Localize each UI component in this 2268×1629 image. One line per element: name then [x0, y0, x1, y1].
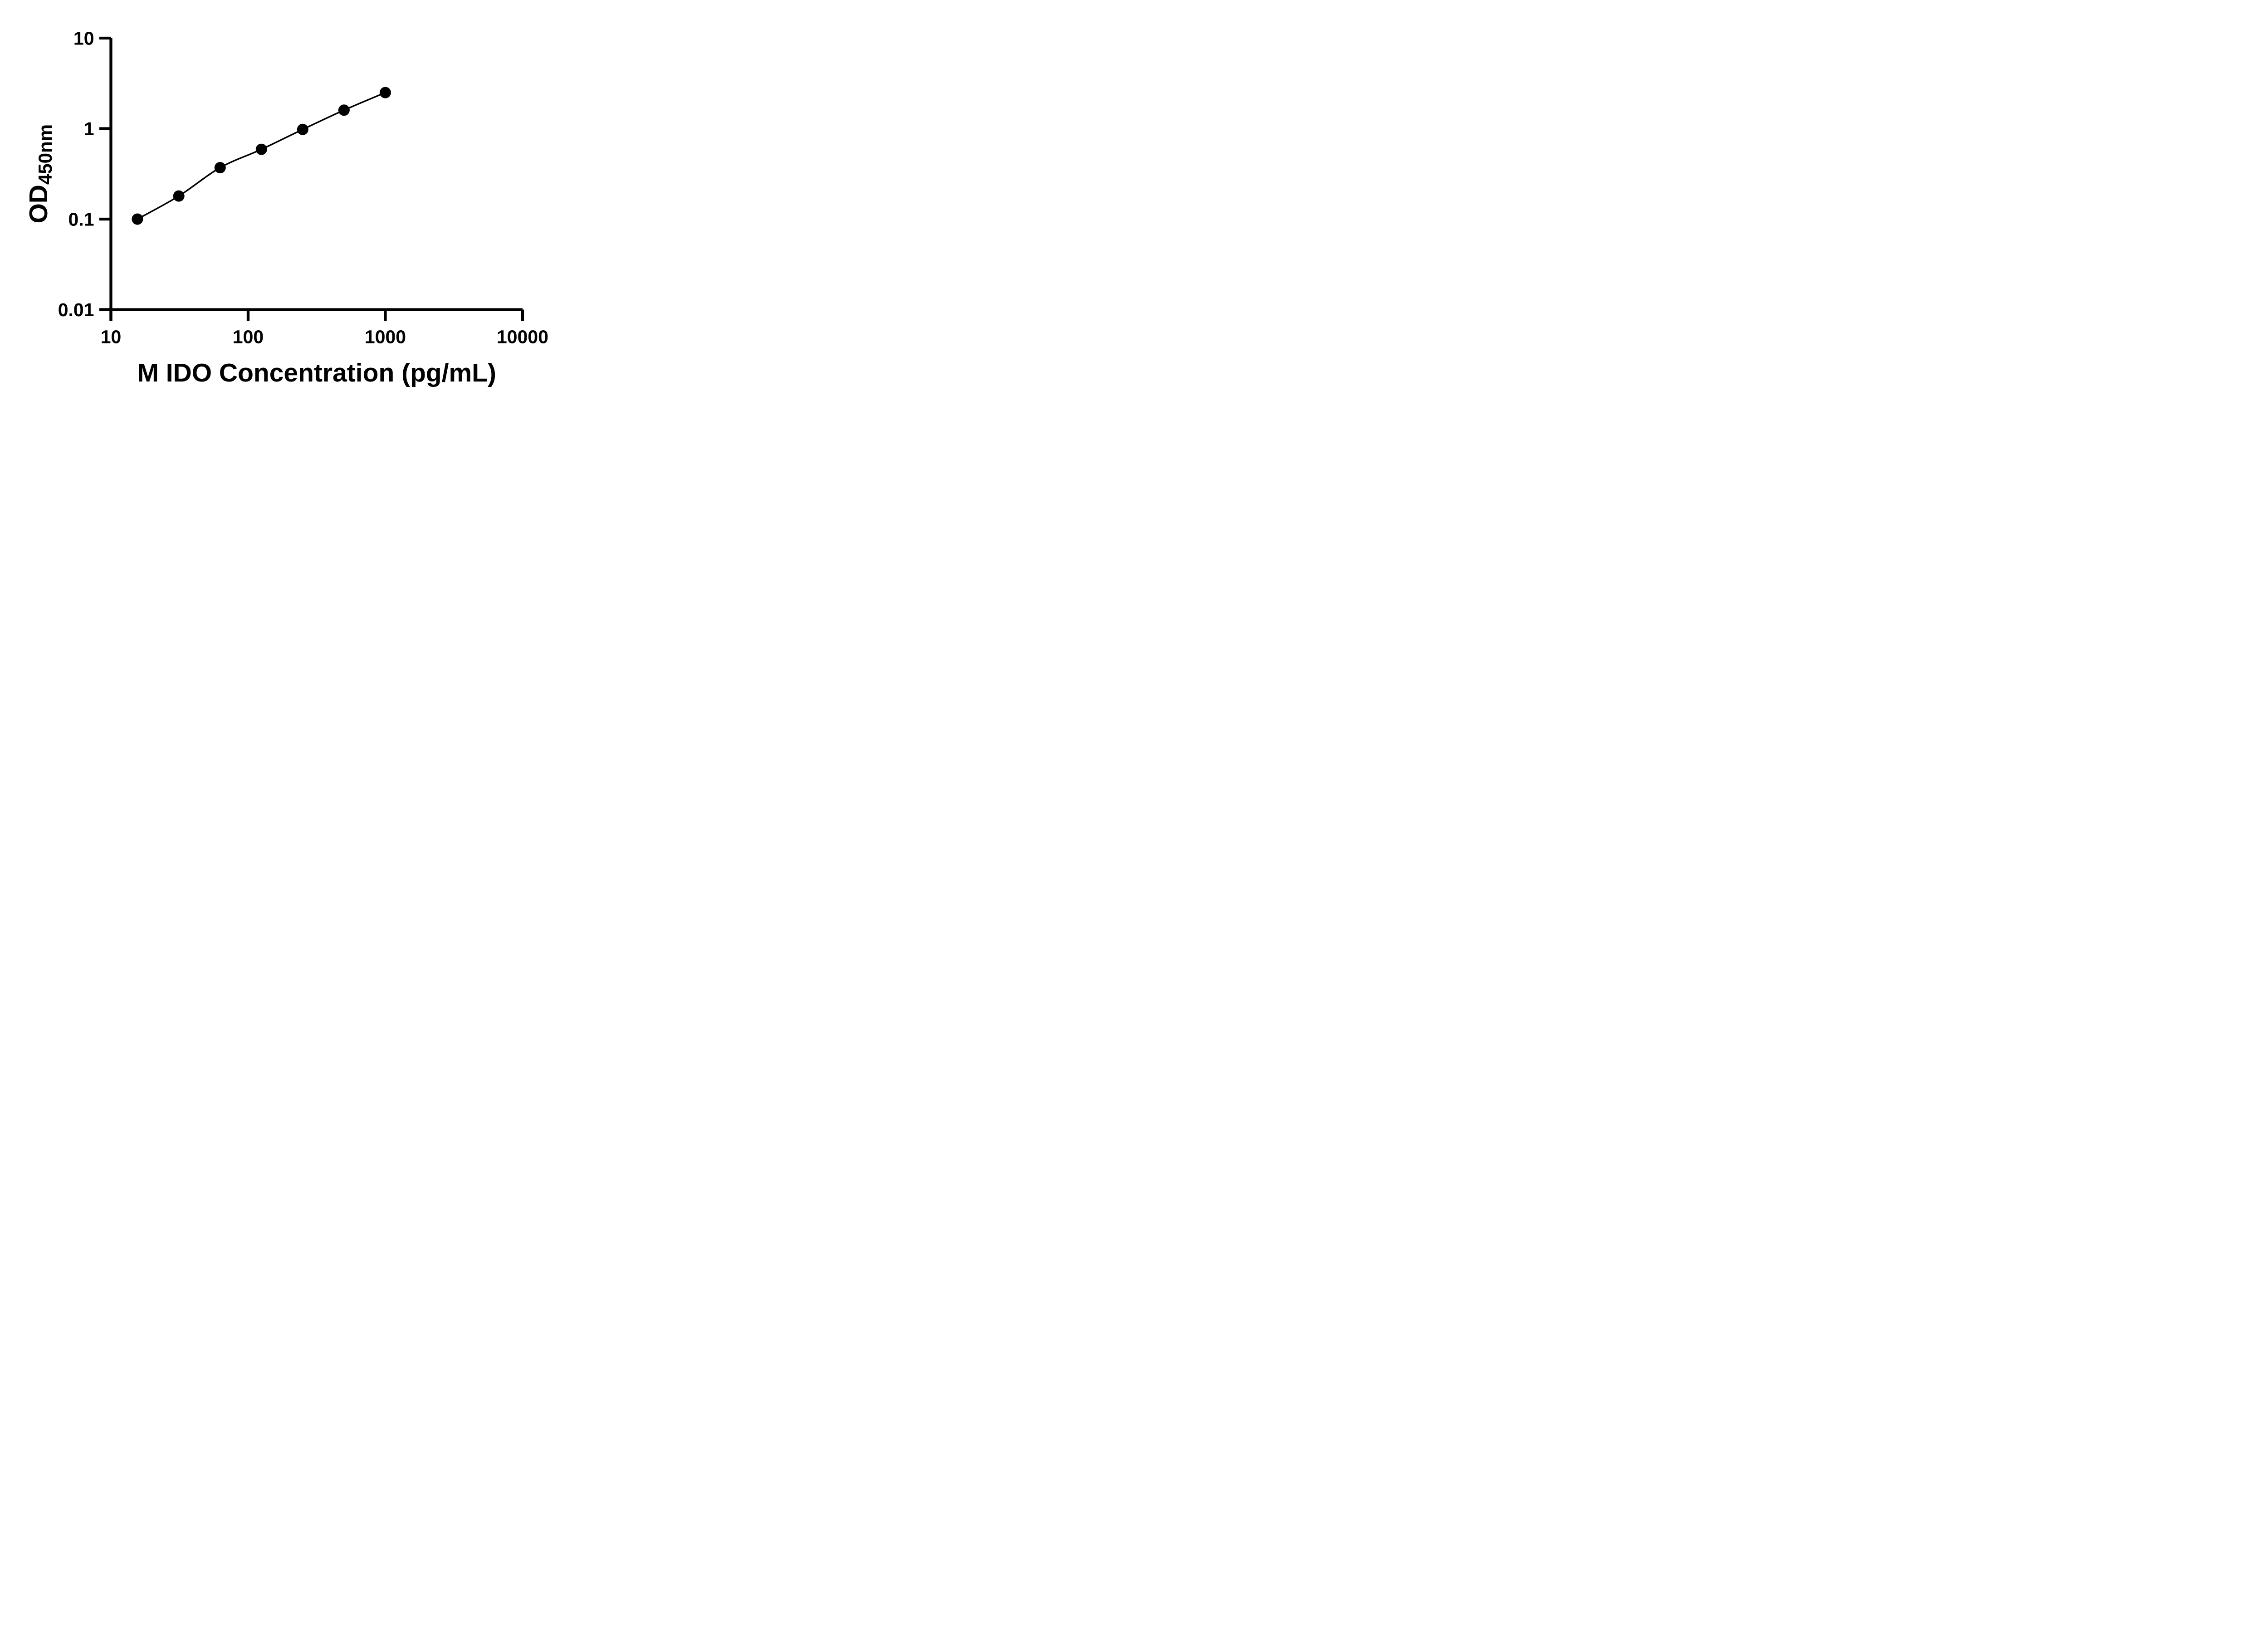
y-axis-title: OD450nm	[24, 124, 56, 224]
x-tick-label: 10	[101, 327, 122, 347]
y-axis-title-subscript: 450nm	[34, 124, 56, 185]
y-axis-title-main: OD	[24, 185, 53, 224]
data-point-6	[380, 87, 391, 98]
data-point-3	[255, 143, 267, 155]
x-tick-label: 100	[233, 327, 264, 347]
x-axis-title: M IDO Concentration (pg/mL)	[137, 358, 496, 387]
data-point-2	[214, 162, 226, 174]
standard-curve-figure: 10 1 0.1 0.01 10 100 1000 10000 M IDO Concentrat…	[0, 0, 583, 407]
x-tick-label: 10000	[497, 327, 548, 347]
y-tick-label: 1	[84, 118, 94, 139]
data-point-1	[173, 190, 185, 202]
x-tick-label: 1000	[365, 327, 406, 347]
y-tick-label: 0.01	[58, 299, 94, 320]
data-point-0	[132, 213, 143, 225]
data-point-5	[338, 104, 350, 116]
y-tick-label: 10	[73, 28, 94, 49]
y-tick-label: 0.1	[68, 209, 94, 230]
data-point-4	[297, 123, 308, 135]
